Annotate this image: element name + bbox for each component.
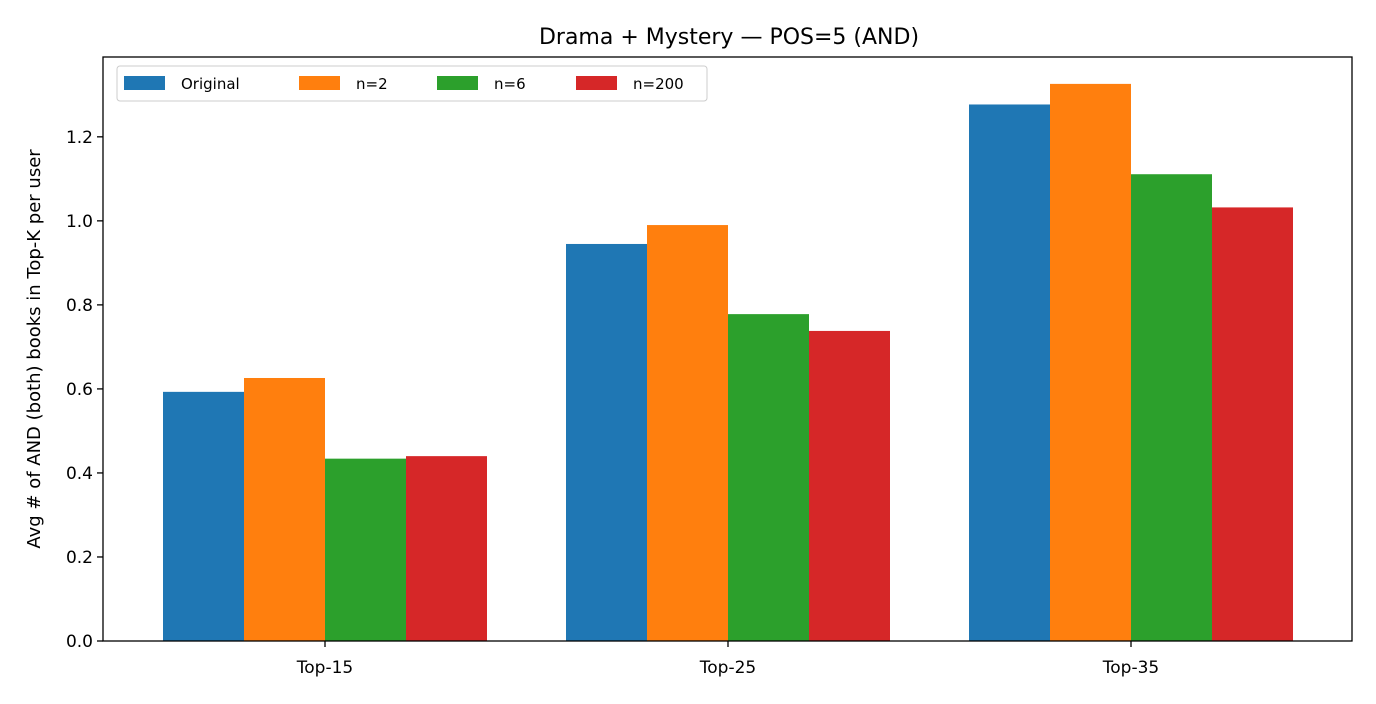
x-tick-label: Top-35 (1102, 658, 1159, 678)
y-tick-label: 0.8 (66, 296, 93, 316)
bar-n-2-top-25 (647, 225, 728, 641)
legend-entry: n=2 (356, 75, 388, 93)
legend-swatch (124, 76, 165, 90)
x-axis: Top-15 Top-25 Top-35 (296, 641, 1159, 678)
x-tick-label: Top-25 (699, 658, 756, 678)
legend-entry: n=6 (494, 75, 526, 93)
legend-swatch (576, 76, 617, 90)
legend: Original n=2 n=6 n=200 (116, 65, 708, 102)
y-tick-label: 0.2 (66, 548, 93, 568)
bar-n-6-top-25 (728, 314, 809, 641)
y-axis: 0.0 0.2 0.4 0.6 0.8 1.0 1.2 (66, 128, 103, 652)
bar-n-2-top-15 (244, 377, 325, 641)
legend-swatch (299, 76, 340, 90)
y-tick-label: 1.2 (66, 128, 93, 148)
bar-n-200-top-35 (1212, 207, 1293, 642)
bar-original-top-25 (566, 243, 647, 641)
bars-group (163, 83, 1293, 642)
plot-frame (102, 56, 1353, 642)
x-tick-label: Top-15 (296, 658, 353, 678)
bar-n-2-top-35 (1050, 83, 1131, 641)
y-tick-label: 0.6 (66, 380, 93, 400)
bar-n-200-top-25 (809, 330, 890, 641)
bar-n-200-top-15 (406, 456, 487, 641)
y-tick-label: 0.0 (66, 632, 93, 652)
legend-entry: Original (181, 75, 240, 93)
bar-n-6-top-15 (325, 458, 406, 641)
y-axis-label: Avg # of AND (both) books in Top-K per u… (24, 149, 45, 549)
y-tick-label: 0.4 (66, 464, 93, 484)
legend-frame (116, 65, 708, 102)
legend-entry: n=200 (633, 75, 684, 93)
bar-n-6-top-35 (1131, 174, 1212, 641)
bar-original-top-35 (969, 104, 1050, 641)
y-tick-label: 1.0 (66, 212, 93, 232)
chart-title: Drama + Mystery — POS=5 (AND) (539, 25, 919, 50)
legend-swatch (437, 76, 478, 90)
bar-original-top-15 (163, 391, 244, 641)
